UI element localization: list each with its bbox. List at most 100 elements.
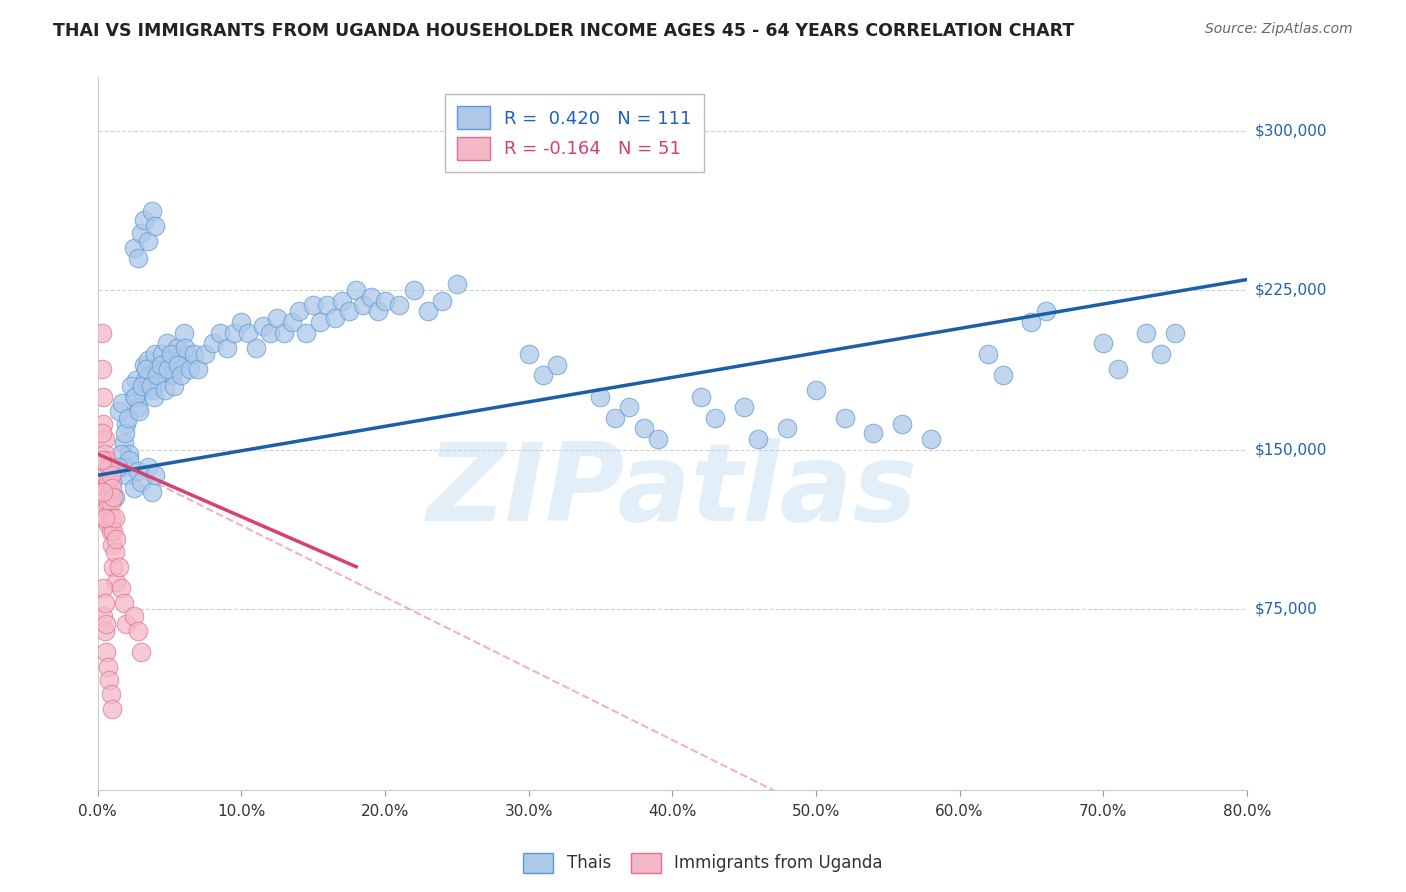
Point	[295, 326, 318, 340]
Point	[103, 559, 125, 574]
Point	[118, 447, 141, 461]
Point	[647, 432, 669, 446]
Point	[259, 326, 281, 340]
Point	[146, 362, 169, 376]
Text: ZIPatlas: ZIPatlas	[426, 438, 918, 544]
Point	[862, 425, 884, 440]
Point	[104, 511, 127, 525]
Point	[143, 347, 166, 361]
Point	[122, 608, 145, 623]
Point	[1107, 362, 1129, 376]
Point	[128, 404, 150, 418]
Point	[776, 421, 799, 435]
Point	[129, 645, 152, 659]
Point	[1092, 336, 1115, 351]
Point	[446, 277, 468, 291]
Point	[330, 293, 353, 308]
Point	[105, 574, 128, 589]
Point	[94, 447, 117, 461]
Point	[93, 485, 115, 500]
Point	[132, 213, 155, 227]
Point	[323, 310, 346, 325]
Point	[96, 453, 118, 467]
Text: $300,000: $300,000	[1256, 123, 1327, 138]
Point	[118, 453, 141, 467]
Point	[215, 341, 238, 355]
Point	[115, 417, 138, 432]
Point	[91, 362, 114, 376]
Point	[112, 459, 135, 474]
Point	[91, 453, 114, 467]
Point	[367, 304, 389, 318]
Point	[194, 347, 217, 361]
Point	[91, 326, 114, 340]
Point	[127, 464, 149, 478]
Point	[127, 624, 149, 638]
Point	[309, 315, 332, 329]
Point	[115, 468, 138, 483]
Point	[142, 390, 165, 404]
Point	[91, 425, 114, 440]
Point	[352, 298, 374, 312]
Point	[111, 396, 134, 410]
Point	[94, 432, 117, 446]
Point	[388, 298, 411, 312]
Point	[589, 390, 612, 404]
Point	[360, 289, 382, 303]
Point	[157, 362, 180, 376]
Point	[159, 353, 181, 368]
Point	[127, 400, 149, 414]
Point	[98, 459, 121, 474]
Point	[374, 293, 396, 308]
Point	[173, 326, 195, 340]
Point	[704, 410, 727, 425]
Point	[124, 390, 146, 404]
Point	[148, 375, 170, 389]
Point	[273, 326, 295, 340]
Point	[991, 368, 1014, 383]
Point	[96, 481, 118, 495]
Point	[94, 624, 117, 638]
Point	[129, 226, 152, 240]
Point	[531, 368, 554, 383]
Point	[94, 511, 117, 525]
Point	[617, 400, 640, 414]
Point	[97, 517, 120, 532]
Point	[122, 481, 145, 495]
Point	[108, 404, 131, 418]
Point	[135, 362, 157, 376]
Point	[633, 421, 655, 435]
Point	[98, 673, 121, 687]
Point	[120, 379, 142, 393]
Point	[103, 490, 125, 504]
Point	[238, 326, 260, 340]
Legend: Thais, Immigrants from Uganda: Thais, Immigrants from Uganda	[516, 847, 890, 880]
Point	[103, 524, 125, 538]
Point	[115, 617, 138, 632]
Point	[101, 511, 124, 525]
Point	[150, 347, 173, 361]
Text: $75,000: $75,000	[1256, 602, 1317, 616]
Point	[136, 234, 159, 248]
Point	[155, 336, 177, 351]
Point	[179, 362, 201, 376]
Point	[603, 410, 626, 425]
Point	[143, 219, 166, 234]
Point	[93, 608, 115, 623]
Point	[834, 410, 856, 425]
Point	[136, 353, 159, 368]
Point	[162, 368, 184, 383]
Point	[100, 524, 122, 538]
Point	[94, 468, 117, 483]
Point	[166, 341, 188, 355]
Point	[96, 502, 118, 516]
Point	[208, 326, 231, 340]
Point	[690, 390, 713, 404]
Point	[104, 545, 127, 559]
Point	[920, 432, 942, 446]
Point	[98, 511, 121, 525]
Point	[231, 315, 253, 329]
Point	[97, 659, 120, 673]
Point	[1135, 326, 1157, 340]
Point	[167, 358, 190, 372]
